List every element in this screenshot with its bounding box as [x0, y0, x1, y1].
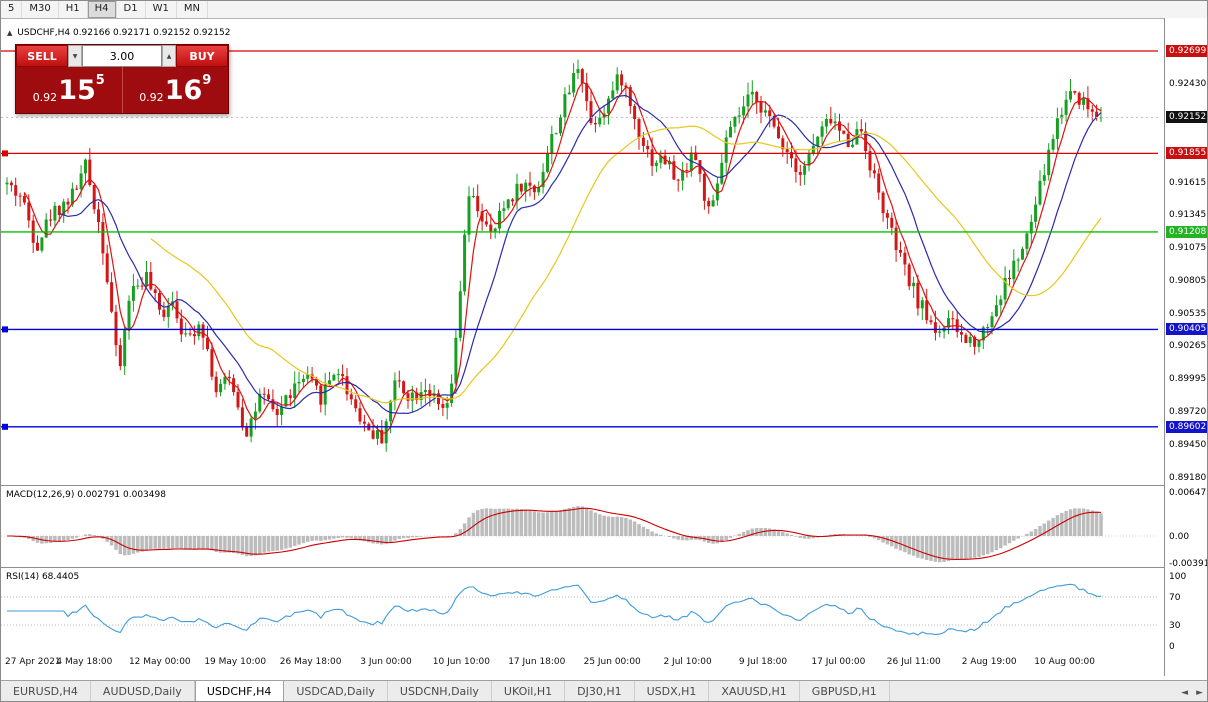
- price-axis-label: 0.89720: [1169, 407, 1207, 417]
- price-axis-label: 0.89602: [1166, 421, 1207, 433]
- time-axis-label: 3 Jun 00:00: [360, 657, 412, 667]
- volume-decrease-button[interactable]: ▼: [68, 45, 82, 67]
- tab-usdchf-h4[interactable]: USDCHF,H4: [194, 681, 285, 701]
- time-axis-label: 26 Jul 11:00: [886, 657, 941, 667]
- sell-price-prefix: 0.92: [32, 91, 58, 104]
- time-axis-label: 4 May 18:00: [56, 657, 113, 667]
- price-axis[interactable]: 0.92699 0.92430 0.92152 0.91855 0.91615 0.913…: [1164, 18, 1208, 676]
- tab-dj30-h1[interactable]: DJ30,H1: [565, 681, 635, 701]
- buy-price[interactable]: 0.92 16 9: [121, 67, 229, 113]
- timeframe-button-w1[interactable]: W1: [146, 1, 177, 18]
- macd-indicator-label: MACD(12,26,9) 0.002791 0.003498: [6, 490, 166, 500]
- tab-audusd-daily[interactable]: AUDUSD,Daily: [91, 681, 195, 701]
- price-axis-label: 0.90265: [1169, 341, 1207, 351]
- chart-ohlc-values: 0.92166 0.92171 0.92152 0.92152: [72, 28, 231, 38]
- time-axis-label: 2 Jul 10:00: [663, 657, 712, 667]
- macd-panel[interactable]: [1, 486, 1158, 566]
- buy-button[interactable]: BUY: [176, 45, 228, 67]
- timeframe-button-mn[interactable]: MN: [177, 1, 208, 18]
- price-axis-label: 0.91345: [1169, 210, 1207, 220]
- tab-usdcad-daily[interactable]: USDCAD,Daily: [284, 681, 388, 701]
- price-axis-label: 0.89180: [1169, 473, 1207, 483]
- price-axis-label: 100: [1169, 572, 1187, 582]
- time-axis-label: 10 Aug 00:00: [1034, 657, 1095, 667]
- price-axis-label: 0.92430: [1169, 79, 1207, 89]
- tab-xauusd-h1[interactable]: XAUUSD,H1: [709, 681, 800, 701]
- volume-input[interactable]: [82, 45, 162, 67]
- macd-rsi-divider[interactable]: [1, 567, 1207, 568]
- time-axis-label: 9 Jul 18:00: [738, 657, 788, 667]
- time-axis-label: 19 May 10:00: [204, 657, 267, 667]
- buy-price-pip: 9: [202, 73, 212, 88]
- sell-price-big: 15: [58, 74, 96, 106]
- time-axis-label: 2 Aug 19:00: [961, 657, 1017, 667]
- rsi-panel[interactable]: [1, 568, 1158, 652]
- timeframe-button-d1[interactable]: D1: [117, 1, 146, 18]
- price-axis-label: 0.90405: [1166, 323, 1207, 335]
- price-axis-label: 0.90535: [1169, 309, 1207, 319]
- time-axis-label: 17 Jun 18:00: [508, 657, 566, 667]
- sell-price-pip: 5: [95, 73, 105, 88]
- price-axis-label: 0.90805: [1169, 276, 1207, 286]
- time-axis-label: 27 Apr 2021: [5, 657, 61, 667]
- timeframe-toolbar: 5 M30 H1 H4 D1 W1 MN: [1, 1, 1207, 19]
- volume-increase-button[interactable]: ▲: [162, 45, 176, 67]
- tab-eurusd-h4[interactable]: EURUSD,H4: [1, 681, 91, 701]
- sell-price[interactable]: 0.92 15 5: [16, 67, 122, 113]
- price-axis-label: 30: [1169, 621, 1181, 631]
- candlestick-chart[interactable]: [1, 18, 1158, 485]
- tab-gbpusd-h1[interactable]: GBPUSD,H1: [800, 681, 890, 701]
- time-axis-label: 25 Jun 00:00: [583, 657, 641, 667]
- time-axis-label: 12 May 00:00: [128, 657, 191, 667]
- chart-symbol-icon: ▲: [7, 29, 13, 37]
- tab-usdcnh-daily[interactable]: USDCNH,Daily: [388, 681, 492, 701]
- time-axis-label: 26 May 18:00: [279, 657, 342, 667]
- timeframe-button-5[interactable]: 5: [1, 1, 23, 18]
- price-axis-label: 0.91615: [1169, 178, 1207, 188]
- tab-ukoil-h1[interactable]: UKOil,H1: [492, 681, 566, 701]
- price-axis-label: 0.91208: [1166, 226, 1207, 238]
- price-axis-label: 0.92152: [1166, 111, 1207, 123]
- chart-symbol-label: USDCHF,H4: [17, 28, 71, 38]
- tab-scroll-right-icon[interactable]: ►: [1196, 687, 1203, 698]
- timeframe-button-m30[interactable]: M30: [22, 1, 59, 18]
- buy-price-big: 16: [164, 74, 203, 106]
- chart-tab-bar: EURUSD,H4 AUDUSD,Daily USDCHF,H4 USDCAD,Dai…: [1, 680, 1207, 701]
- price-axis-label: 0.89995: [1169, 374, 1207, 384]
- price-axis-label: 0.92699: [1166, 45, 1207, 57]
- time-axis[interactable]: 27 Apr 2021 4 May 18:00 12 May 00:00 19 May…: [1, 653, 1164, 675]
- tab-scroll-left-icon[interactable]: ◄: [1181, 687, 1189, 698]
- rsi-indicator-label: RSI(14) 68.4405: [6, 572, 80, 582]
- buy-price-prefix: 0.92: [139, 91, 164, 104]
- timeframe-button-h1[interactable]: H1: [59, 1, 88, 18]
- time-axis-label: 17 Jul 00:00: [811, 657, 866, 667]
- tab-usdx-h1[interactable]: USDX,H1: [635, 681, 710, 701]
- time-axis-label: 10 Jun 10:00: [432, 657, 490, 667]
- price-axis-label: 0.91075: [1169, 243, 1207, 253]
- one-click-trading-panel: SELL ▼ ▲ BUY 0.92 15 5 0.92 16 9: [15, 44, 229, 114]
- price-axis-label: 0: [1169, 642, 1175, 652]
- sell-button[interactable]: SELL: [16, 45, 68, 67]
- price-axis-label: 0.89450: [1169, 440, 1207, 450]
- price-axis-label: -0.00391: [1169, 559, 1208, 569]
- chart-macd-divider[interactable]: [1, 485, 1207, 486]
- tab-scroll-arrows: ◄ ►: [1175, 681, 1207, 701]
- chart-tabs: EURUSD,H4 AUDUSD,Daily USDCHF,H4 USDCAD,Dai…: [1, 681, 1175, 701]
- price-axis-label: 0.91855: [1166, 147, 1207, 159]
- chart-title: ▲ USDCHF,H4 0.92166 0.92171 0.92152 0.92…: [7, 28, 230, 38]
- price-axis-label: 0.00: [1169, 532, 1190, 542]
- price-axis-label: 70: [1169, 593, 1181, 603]
- price-axis-label: 0.00647: [1169, 488, 1207, 498]
- timeframe-button-h4[interactable]: H4: [87, 1, 117, 18]
